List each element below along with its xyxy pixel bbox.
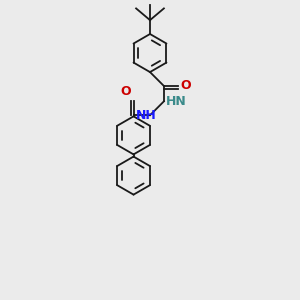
Text: O: O	[121, 85, 131, 98]
Text: O: O	[180, 80, 190, 92]
Text: HN: HN	[166, 95, 187, 108]
Text: NH: NH	[136, 109, 157, 122]
